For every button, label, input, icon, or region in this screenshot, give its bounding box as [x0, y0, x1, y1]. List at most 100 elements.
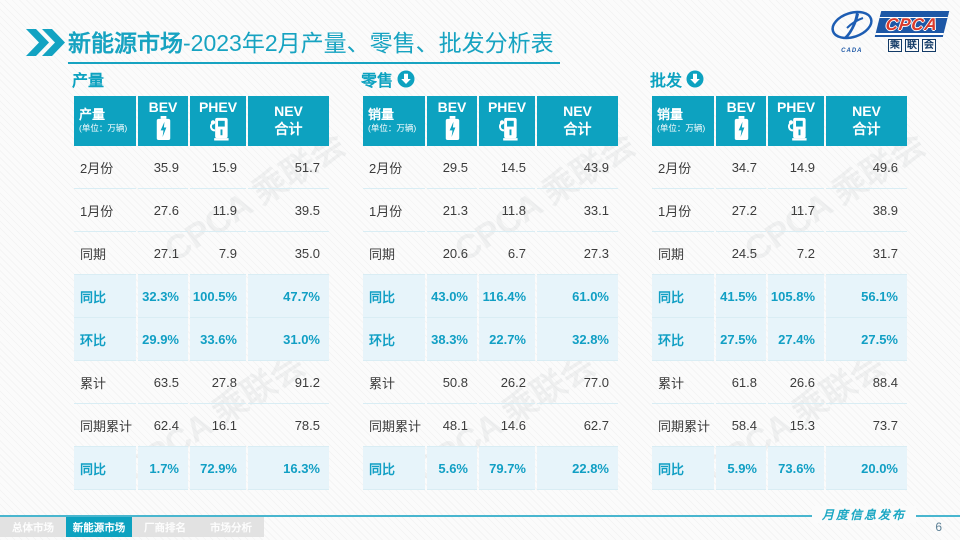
footer-tab-bar: 总体市场 新能源市场 厂商排名 市场分析: [0, 517, 264, 537]
down-arrow-icon: [397, 70, 415, 88]
cada-label: CADA: [841, 48, 863, 54]
row-label: 环比: [74, 318, 136, 361]
cell-value: 38.9: [826, 189, 907, 232]
page-title: 新能源市场-2023年2月产量、零售、批发分析表: [68, 24, 560, 64]
row-label: 同期累计: [363, 404, 425, 447]
cell-value: 105.8%: [768, 275, 824, 318]
header-unit: (单位：万辆): [657, 123, 706, 134]
cell-value: 73.6%: [768, 447, 824, 490]
bev-battery-icon: [156, 116, 170, 141]
cell-value: 26.2: [479, 361, 535, 404]
table-row: 环比 38.3% 22.7% 32.8%: [363, 318, 618, 361]
row-label: 同期: [74, 232, 136, 275]
header-col-phev: PHEV: [768, 96, 824, 146]
col-label: PHEV: [487, 98, 527, 115]
cell-value: 14.9: [768, 146, 824, 189]
row-label: 同比: [363, 447, 425, 490]
table-section-批发: 批发 销量 (单位：万辆) BEV PHEV NEV 合计 2月份 34.7 14.9 49.6 1月…: [650, 68, 907, 490]
footer-divider: [0, 515, 960, 517]
header-col-phev: PHEV: [190, 96, 246, 146]
cell-value: 16.3%: [248, 447, 329, 490]
cell-value: 32.8%: [537, 318, 618, 361]
cell-value: 6.7: [479, 232, 535, 275]
table-row: 同比 43.0% 116.4% 61.0%: [363, 275, 618, 318]
row-label: 2月份: [652, 146, 714, 189]
footer-tab-新能源市场[interactable]: 新能源市场: [66, 517, 132, 537]
cell-value: 61.0%: [537, 275, 618, 318]
row-label: 同比: [74, 447, 136, 490]
cell-value: 16.1: [190, 404, 246, 447]
bev-battery-icon: [734, 116, 748, 141]
cell-value: 51.7: [248, 146, 329, 189]
table-row: 累计 63.5 27.8 91.2: [74, 361, 329, 404]
cell-value: 78.5: [248, 404, 329, 447]
table-section-零售: 零售 销量 (单位：万辆) BEV PHEV NEV 合计 2月份 29.5 14.5 43.9 1月…: [361, 68, 618, 490]
section-title: 零售: [361, 73, 394, 90]
footer-tab-厂商排名[interactable]: 厂商排名: [132, 517, 198, 537]
cell-value: 41.5%: [716, 275, 766, 318]
cell-value: 27.5%: [716, 318, 766, 361]
row-label: 同比: [652, 447, 714, 490]
table-section-产量: 产量 产量 (单位：万辆) BEV PHEV NEV 合计 2月份 35.9 15.9 51.7 1月…: [72, 68, 329, 490]
header-label: 销量: [657, 107, 684, 123]
title-rest: -2023年2月产量、零售、批发分析表: [183, 30, 554, 56]
cpca-chinese-label: 乘 联 会: [887, 38, 936, 52]
table-row: 1月份 21.3 11.8 33.1: [363, 189, 618, 232]
footer-tab-总体市场[interactable]: 总体市场: [0, 517, 66, 537]
footer-note: 月度信息发布: [811, 506, 916, 523]
row-label: 同比: [74, 275, 136, 318]
cell-value: 62.4: [138, 404, 188, 447]
cell-value: 11.7: [768, 189, 824, 232]
cell-value: 21.3: [427, 189, 477, 232]
table-row: 同比 41.5% 105.8% 56.1%: [652, 275, 907, 318]
row-label: 累计: [363, 361, 425, 404]
cell-value: 29.9%: [138, 318, 188, 361]
cell-value: 27.1: [138, 232, 188, 275]
cell-value: 58.4: [716, 404, 766, 447]
phev-charger-icon: [209, 118, 229, 141]
col-label: 合计: [563, 120, 592, 137]
table-row: 1月份 27.2 11.7 38.9: [652, 189, 907, 232]
cell-value: 7.2: [768, 232, 824, 275]
cell-value: 33.6%: [190, 318, 246, 361]
logo-char: 会: [921, 38, 936, 52]
row-label: 同期累计: [652, 404, 714, 447]
col-label: NEV: [563, 103, 592, 119]
cell-value: 61.8: [716, 361, 766, 404]
header-col-nev-total: NEV 合计: [537, 96, 618, 146]
col-label: 合计: [852, 120, 881, 137]
cpca-oval-icon: [831, 10, 873, 40]
cell-value: 43.9: [537, 146, 618, 189]
table-row: 累计 50.8 26.2 77.0: [363, 361, 618, 404]
cpca-label: CPCA: [884, 14, 940, 34]
cell-value: 50.8: [427, 361, 477, 404]
title-highlight: 新能源市场: [68, 30, 183, 56]
cell-value: 27.3: [537, 232, 618, 275]
trend-down-icon: [686, 70, 704, 88]
header-label: 产量: [79, 107, 106, 123]
cell-value: 35.0: [248, 232, 329, 275]
cell-value: 7.9: [190, 232, 246, 275]
header-label-cell: 销量 (单位：万辆): [363, 96, 425, 146]
cpca-band: CPCA: [874, 10, 950, 37]
row-label: 环比: [363, 318, 425, 361]
cell-value: 34.7: [716, 146, 766, 189]
down-arrow-icon: [686, 70, 704, 88]
page-number: 6: [935, 520, 942, 534]
table-row: 环比 29.9% 33.6% 31.0%: [74, 318, 329, 361]
table-row: 同比 1.7% 72.9% 16.3%: [74, 447, 329, 490]
table-row: 同比 5.9% 73.6% 20.0%: [652, 447, 907, 490]
row-label: 累计: [652, 361, 714, 404]
col-label: PHEV: [198, 98, 238, 115]
data-table: 销量 (单位：万辆) BEV PHEV NEV 合计 2月份 34.7 14.9 49.6 1月份 2…: [650, 96, 909, 490]
row-label: 2月份: [363, 146, 425, 189]
section-title: 批发: [650, 73, 683, 90]
header-col-phev: PHEV: [479, 96, 535, 146]
header-col-bev: BEV: [716, 96, 766, 146]
col-label: BEV: [148, 98, 178, 115]
footer-tab-市场分析[interactable]: 市场分析: [198, 517, 264, 537]
cell-value: 73.7: [826, 404, 907, 447]
cpca-logo: CADA CPCA 乘 联 会: [829, 8, 950, 54]
cell-value: 100.5%: [190, 275, 246, 318]
cell-value: 11.9: [190, 189, 246, 232]
